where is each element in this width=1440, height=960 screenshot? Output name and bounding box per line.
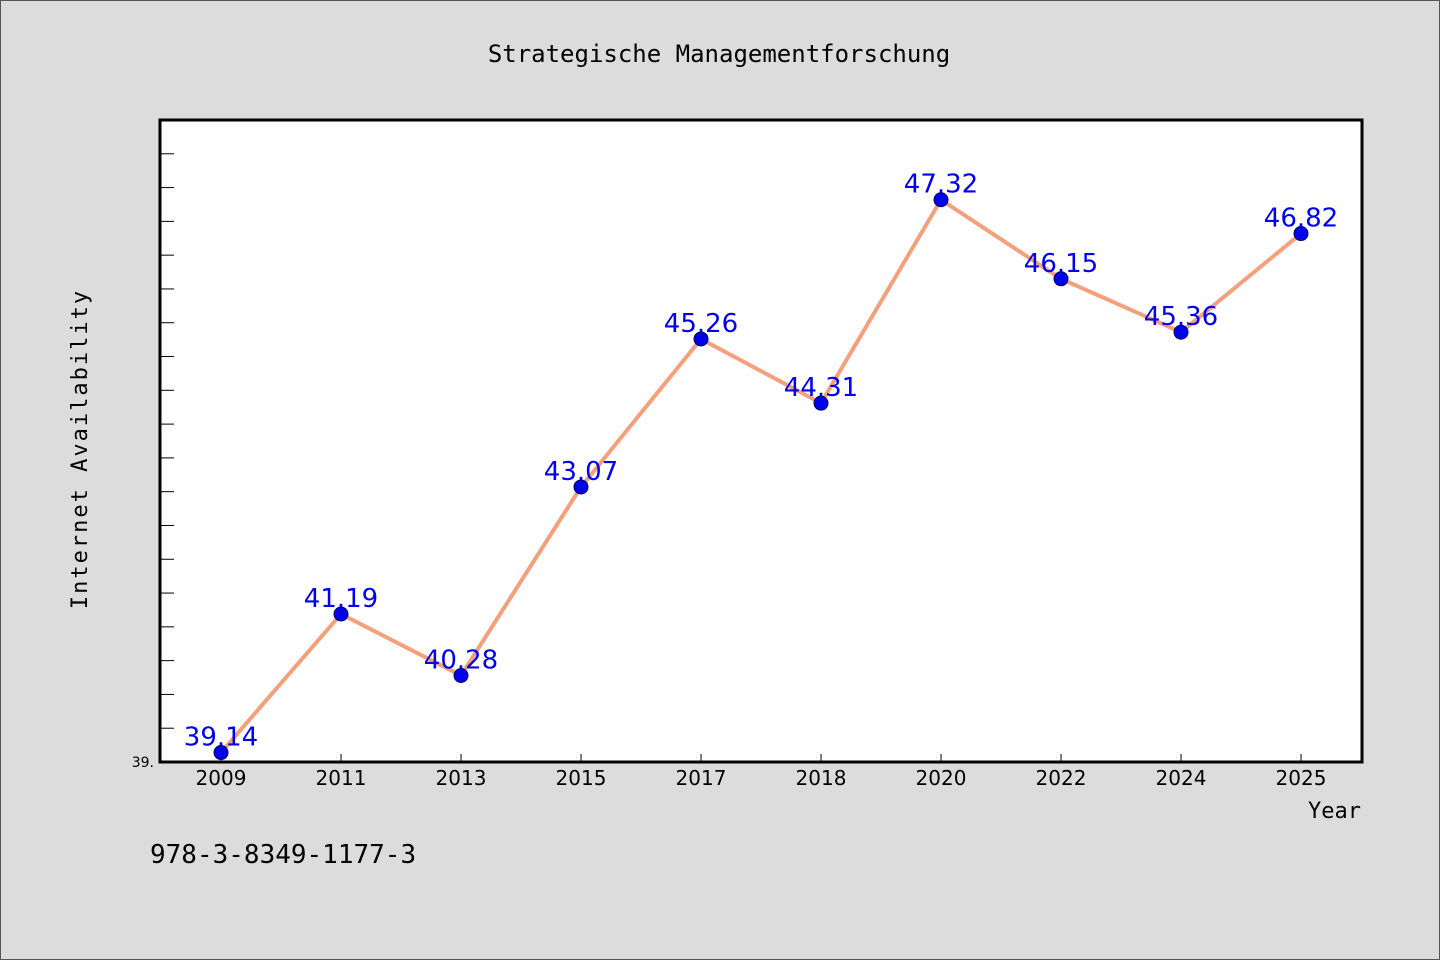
data-point-marker — [333, 606, 349, 622]
data-point-marker — [1293, 226, 1309, 242]
data-point-marker — [573, 479, 589, 495]
x-tick-label: 2022 — [1036, 766, 1087, 790]
y-axis-label: Internet Availability — [68, 289, 93, 609]
data-label: 43.07 — [544, 457, 618, 487]
x-tick-label: 2024 — [1156, 766, 1207, 790]
x-tick-label: 2013 — [436, 766, 487, 790]
data-point-marker — [693, 331, 709, 347]
x-axis-tick-labels: 2009 2011 2013 2015 2017 2018 2020 2022 2024 2025 — [196, 766, 1327, 790]
y-axis-ticks — [160, 119, 174, 763]
data-point-marker — [213, 745, 229, 761]
chart-title: Strategische Managementforschung — [488, 40, 950, 68]
data-label: 45.26 — [664, 309, 738, 339]
data-label: 46.15 — [1024, 249, 1098, 279]
footer-isbn-text: 978-3-8349-1177-3 — [150, 840, 416, 870]
data-label: 44.31 — [784, 373, 858, 403]
data-labels: 39.14 41.19 40.28 43.07 45.26 44.31 47.32 46.15… — [184, 170, 1338, 753]
data-label: 40.28 — [424, 645, 498, 675]
y-tick-label: 39. — [132, 755, 154, 771]
x-axis-label: Year — [1308, 799, 1361, 824]
x-axis-ticks — [220, 754, 1302, 762]
x-tick-label: 2011 — [316, 766, 367, 790]
data-point-marker — [1053, 271, 1069, 287]
data-label: 47.32 — [904, 170, 978, 200]
x-tick-label: 2017 — [676, 766, 727, 790]
x-tick-label: 2020 — [916, 766, 967, 790]
data-point-marker — [1173, 324, 1189, 340]
series-markers — [213, 192, 1309, 761]
x-tick-label: 2025 — [1276, 766, 1327, 790]
x-tick-label: 2018 — [796, 766, 847, 790]
data-label: 41.19 — [304, 584, 378, 614]
data-point-marker — [933, 192, 949, 208]
data-label: 39.14 — [184, 723, 258, 753]
x-tick-label: 2015 — [556, 766, 607, 790]
data-point-marker — [453, 667, 469, 683]
x-tick-label: 2009 — [196, 766, 247, 790]
series-line — [219, 197, 1303, 754]
data-label: 46.82 — [1264, 204, 1338, 234]
data-point-marker — [813, 395, 829, 411]
plot-area — [158, 118, 1364, 764]
data-label: 45.36 — [1144, 302, 1218, 332]
